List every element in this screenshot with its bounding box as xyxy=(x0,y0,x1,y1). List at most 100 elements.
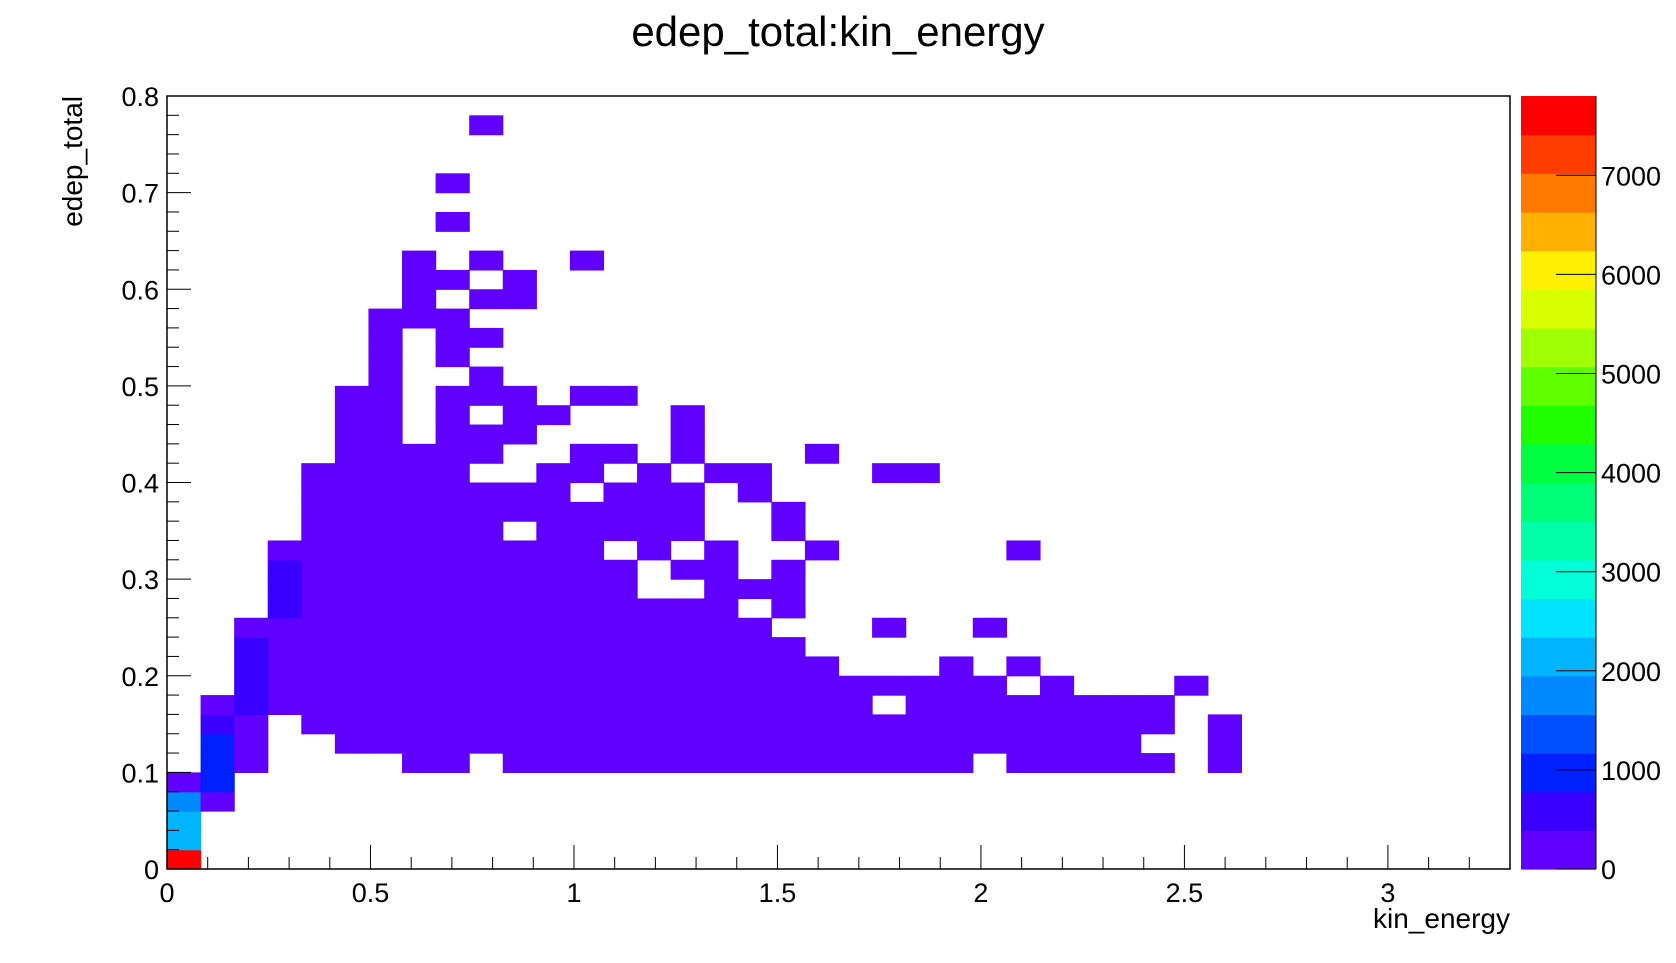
heatmap-cell xyxy=(301,656,336,677)
heatmap-cell xyxy=(435,308,470,329)
heatmap-cell xyxy=(469,579,504,600)
heatmap-cell xyxy=(502,598,537,619)
heatmap-cell xyxy=(972,695,1007,715)
heatmap-cell xyxy=(334,443,370,464)
heatmap-cell xyxy=(469,289,504,310)
heatmap-cell xyxy=(502,482,537,503)
heatmap-cell xyxy=(402,617,437,638)
heatmap-cell xyxy=(402,753,437,773)
heatmap-cell xyxy=(603,733,638,754)
heatmap-cell xyxy=(569,443,605,464)
heatmap-cell xyxy=(569,675,605,696)
heatmap-cell xyxy=(603,753,638,773)
palette-band xyxy=(1521,830,1596,870)
heatmap-cell xyxy=(167,772,202,793)
y-axis-label: edep_total xyxy=(57,96,88,227)
heatmap-cell xyxy=(167,811,202,831)
heatmap-cell xyxy=(670,753,705,773)
heatmap-cell xyxy=(704,656,739,677)
heatmap-cell xyxy=(771,559,806,580)
heatmap-cell xyxy=(637,540,672,561)
heatmap-cell xyxy=(334,675,370,696)
heatmap-cell xyxy=(334,405,370,426)
heatmap-cell xyxy=(704,714,739,735)
heatmap-cell xyxy=(536,733,571,754)
heatmap-cell xyxy=(771,695,806,715)
heatmap-cell xyxy=(972,675,1007,696)
heatmap-cell xyxy=(804,695,840,715)
palette-band xyxy=(1521,289,1596,329)
heatmap-cell xyxy=(200,791,235,812)
heatmap-cell xyxy=(1207,733,1243,754)
heatmap-cell xyxy=(1174,675,1209,696)
heatmap-cell xyxy=(536,714,571,735)
heatmap-cell xyxy=(704,598,739,619)
heatmap-cell xyxy=(637,656,672,677)
heatmap-cell xyxy=(234,714,269,735)
heatmap-cell xyxy=(368,598,403,619)
heatmap-cell xyxy=(737,695,772,715)
heatmap-cell xyxy=(200,733,235,754)
heatmap-cell xyxy=(402,482,437,503)
heatmap-cell xyxy=(536,617,571,638)
heatmap-cell xyxy=(704,733,739,754)
heatmap-cell xyxy=(771,753,806,773)
heatmap-cell xyxy=(603,579,638,600)
heatmap-cell xyxy=(704,559,739,580)
heatmap-cell xyxy=(804,733,840,754)
heatmap-cell xyxy=(1006,656,1041,677)
heatmap-cell xyxy=(334,695,370,715)
heatmap-cell xyxy=(603,443,638,464)
palette-band xyxy=(1521,714,1596,754)
heatmap-cell xyxy=(670,617,705,638)
heatmap-cell xyxy=(402,559,437,580)
heatmap-cell xyxy=(368,695,403,715)
heatmap-cell xyxy=(670,637,705,658)
heatmap-cell xyxy=(1006,753,1041,773)
heatmap-cell xyxy=(704,637,739,658)
heatmap-cell xyxy=(368,405,403,426)
heatmap-cell xyxy=(435,385,470,406)
heatmap-cell xyxy=(402,637,437,658)
heatmap-cell xyxy=(502,405,537,426)
heatmap-cell xyxy=(569,637,605,658)
heatmap-cell xyxy=(670,424,705,445)
heatmap-cell xyxy=(905,675,940,696)
heatmap-cell xyxy=(737,714,772,735)
heatmap-cell xyxy=(603,482,638,503)
heatmap-cell xyxy=(469,656,504,677)
heatmap-cell xyxy=(771,579,806,600)
heatmap-cell xyxy=(435,482,470,503)
heatmap-cell xyxy=(469,521,504,542)
heatmap-cell xyxy=(267,617,302,638)
heatmap-cell xyxy=(368,675,403,696)
heatmap-cell xyxy=(469,250,504,271)
heatmap-cell xyxy=(569,617,605,638)
heatmap-cell xyxy=(670,598,705,619)
palette-tick-label: 5000 xyxy=(1601,359,1661,389)
heatmap-cell xyxy=(838,695,873,715)
heatmap-cell xyxy=(804,656,840,677)
heatmap-cell xyxy=(301,521,336,542)
palette-band xyxy=(1521,675,1596,715)
heatmap-cell xyxy=(637,463,672,484)
heatmap-cell xyxy=(469,617,504,638)
heatmap-cell xyxy=(334,733,370,754)
heatmap-cell xyxy=(435,637,470,658)
heatmap-cell xyxy=(771,598,806,619)
heatmap-cell xyxy=(1107,714,1142,735)
heatmap-cell xyxy=(334,424,370,445)
plot-frame xyxy=(166,95,1511,870)
heatmap-cell xyxy=(1073,714,1108,735)
heatmap-cell xyxy=(704,540,739,561)
heatmap-cell xyxy=(1073,695,1108,715)
heatmap-cell xyxy=(536,559,571,580)
heatmap-cell xyxy=(469,424,504,445)
heatmap-cell xyxy=(972,714,1007,735)
heatmap-cell xyxy=(737,733,772,754)
heatmap-cell xyxy=(301,540,336,561)
heatmap-cell xyxy=(469,115,504,136)
heatmap-cell xyxy=(1039,675,1075,696)
heatmap-cell xyxy=(1107,753,1142,773)
